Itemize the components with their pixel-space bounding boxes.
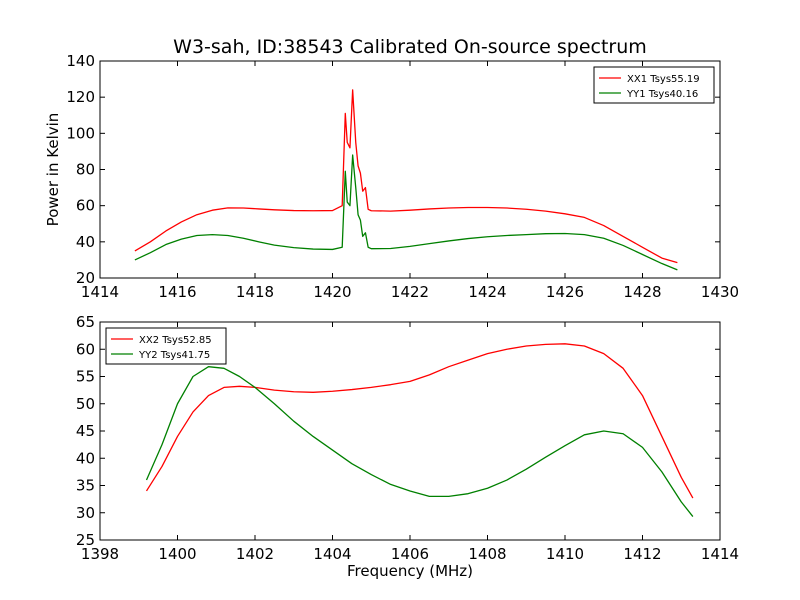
x-tick-label: 1426 bbox=[546, 283, 584, 301]
x-tick-label: 1408 bbox=[468, 545, 506, 563]
y-tick-label: 40 bbox=[76, 233, 95, 251]
figure-title: W3-sah, ID:38543 Calibrated On-source sp… bbox=[173, 36, 647, 58]
x-tick-label: 1424 bbox=[468, 283, 506, 301]
y-tick-label: 60 bbox=[76, 197, 95, 215]
y-tick-label: 65 bbox=[76, 313, 95, 331]
x-tick-label: 1430 bbox=[701, 283, 739, 301]
top-chart: 1414 1416 1418 1420 1422 1424 1426 1428 1430 20 40… bbox=[44, 52, 739, 301]
legend: XX2 Tsys52.85 YY2 Tsys41.75 bbox=[105, 327, 227, 365]
legend-label: XX2 Tsys52.85 bbox=[139, 335, 212, 346]
y-tick-label: 40 bbox=[76, 449, 95, 467]
legend-box bbox=[105, 327, 227, 365]
x-tick-label: 1406 bbox=[391, 545, 429, 563]
y-tick-label: 80 bbox=[76, 161, 95, 179]
y-tick-label: 60 bbox=[76, 340, 95, 358]
x-tick-label: 1428 bbox=[623, 283, 661, 301]
y-tick-label: 55 bbox=[76, 368, 95, 386]
series-line-2-2 bbox=[145, 366, 694, 517]
legend: XX1 Tsys55.19 YY1 Tsys40.16 bbox=[593, 66, 715, 104]
series-line-2-1 bbox=[145, 343, 694, 499]
x-axis-label: Frequency (MHz) bbox=[347, 562, 473, 580]
legend-label: YY1 Tsys40.16 bbox=[626, 89, 698, 100]
x-tick-label: 1410 bbox=[546, 545, 584, 563]
y-tick-label: 100 bbox=[66, 124, 95, 142]
x-tick-label: 1400 bbox=[158, 545, 196, 563]
y-tick-label: 120 bbox=[66, 88, 95, 106]
y-tick-label: 45 bbox=[76, 422, 95, 440]
legend-label: XX1 Tsys55.19 bbox=[627, 74, 700, 85]
legend-label: YY2 Tsys41.75 bbox=[138, 350, 210, 361]
x-tick-label: 1398 bbox=[81, 545, 119, 563]
x-tick-label: 1418 bbox=[236, 283, 274, 301]
bottom-chart: 1398 1400 1402 1404 1406 1408 1410 1412 1414 25 30… bbox=[76, 313, 739, 580]
series-line-1-2 bbox=[134, 154, 678, 271]
y-tick-label: 20 bbox=[76, 269, 95, 287]
x-tick-label: 1414 bbox=[701, 545, 739, 563]
legend-box bbox=[593, 66, 715, 104]
x-tick-label: 1414 bbox=[81, 283, 119, 301]
y-tick-label: 25 bbox=[76, 531, 95, 549]
series-line-1-1 bbox=[134, 89, 678, 264]
x-tick-label: 1416 bbox=[158, 283, 196, 301]
x-tick-label: 1412 bbox=[623, 545, 661, 563]
y-tick-label: 50 bbox=[76, 395, 95, 413]
y-tick-label: 140 bbox=[66, 52, 95, 70]
x-tick-label: 1422 bbox=[391, 283, 429, 301]
y-tick-label: 30 bbox=[76, 504, 95, 522]
x-tick-label: 1404 bbox=[313, 545, 351, 563]
y-tick-label: 35 bbox=[76, 477, 95, 495]
x-tick-label: 1420 bbox=[313, 283, 351, 301]
y-axis-label: Power in Kelvin bbox=[44, 113, 62, 227]
x-tick-label: 1402 bbox=[236, 545, 274, 563]
